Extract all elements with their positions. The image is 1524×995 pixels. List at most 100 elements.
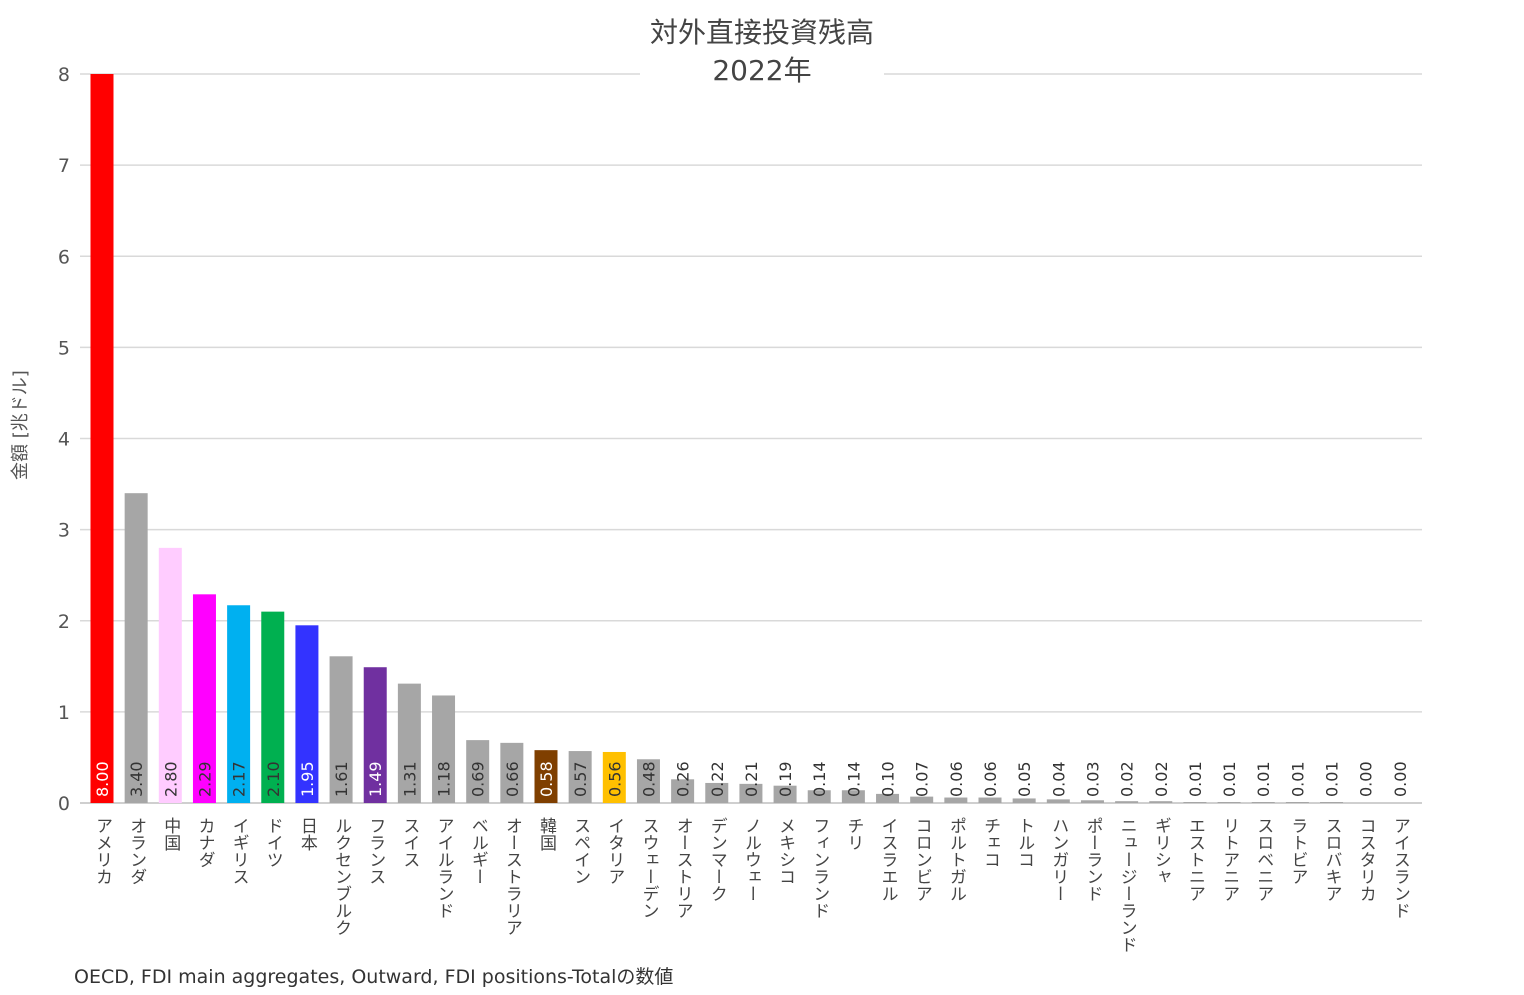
y-axis-ticks: 0 1 2 3 4 5 6 7 8 bbox=[58, 64, 70, 815]
y-tick-label: 3 bbox=[58, 520, 70, 542]
y-tick-label: 4 bbox=[58, 429, 70, 451]
category-label: スロベニア bbox=[1253, 817, 1273, 902]
category-label: コロンビア bbox=[912, 817, 932, 902]
y-tick-label: 0 bbox=[58, 793, 70, 815]
y-tick-label: 6 bbox=[58, 246, 70, 268]
value-label: 1.18 bbox=[435, 761, 454, 797]
bar bbox=[1183, 802, 1207, 803]
category-label: チリ bbox=[843, 817, 863, 851]
category-label: イギリス bbox=[229, 817, 249, 885]
category-label: ルクセンブルク bbox=[331, 817, 351, 936]
bar bbox=[397, 683, 421, 803]
bar bbox=[841, 790, 865, 803]
bar bbox=[1320, 802, 1344, 803]
y-axis-label: 金額 [兆ドル] bbox=[10, 370, 31, 480]
chart-title: 対外直接投資残高 bbox=[649, 16, 874, 49]
bar bbox=[124, 493, 148, 803]
category-label: ベルギー bbox=[468, 817, 488, 885]
value-label: 0.06 bbox=[981, 761, 1000, 797]
value-label: 0.56 bbox=[605, 761, 624, 797]
bar bbox=[1251, 802, 1275, 803]
y-tick-label: 2 bbox=[58, 611, 70, 633]
bar bbox=[876, 793, 900, 803]
category-label: スイス bbox=[399, 817, 419, 868]
bar bbox=[1285, 802, 1309, 803]
bar bbox=[466, 740, 490, 803]
chart-subtitle: 2022年 bbox=[712, 54, 812, 87]
bar bbox=[1115, 801, 1139, 803]
bar bbox=[602, 751, 626, 803]
value-label: 0.07 bbox=[913, 761, 932, 797]
bar bbox=[978, 797, 1002, 803]
bar bbox=[534, 750, 558, 803]
category-label: オーストリア bbox=[673, 817, 693, 919]
bar bbox=[910, 796, 934, 803]
category-label: フランス bbox=[365, 817, 385, 885]
value-label: 0.22 bbox=[708, 761, 727, 797]
bar bbox=[671, 779, 695, 803]
category-label: ポルトガル bbox=[946, 817, 966, 902]
bar bbox=[261, 611, 285, 803]
category-label: カナダ bbox=[194, 817, 214, 868]
value-label: 2.80 bbox=[161, 761, 180, 797]
value-label: 0.04 bbox=[1049, 761, 1068, 797]
value-label: 0.01 bbox=[1288, 761, 1307, 797]
category-label: 中国 bbox=[160, 817, 180, 851]
category-label: ラトビア bbox=[1287, 817, 1307, 885]
value-label: 8.00 bbox=[93, 761, 112, 797]
bar bbox=[1012, 798, 1036, 803]
category-label: ギリシャ bbox=[1151, 817, 1171, 885]
value-label: 0.14 bbox=[810, 761, 829, 797]
category-labels: アメリカ オランダ 中国 カナダ イギリス ドイツ 日本 ルクセンブルク フランス スイス アイルラ… bbox=[92, 817, 1410, 953]
value-label: 0.48 bbox=[639, 761, 658, 797]
y-tick-label: 5 bbox=[58, 337, 70, 359]
category-label: リトアニア bbox=[1219, 817, 1239, 902]
category-label: オランダ bbox=[126, 817, 146, 885]
category-label: ニュージーランド bbox=[1117, 817, 1137, 953]
bar bbox=[1046, 799, 1070, 803]
bar bbox=[500, 742, 524, 803]
value-label: 0.02 bbox=[1118, 761, 1137, 797]
chart-title-box: 対外直接投資残高 2022年 bbox=[640, 14, 884, 90]
value-label: 0.57 bbox=[571, 761, 590, 797]
y-tick-label: 7 bbox=[58, 155, 70, 177]
bar bbox=[90, 74, 114, 803]
category-label: トルコ bbox=[1014, 817, 1034, 868]
bar bbox=[1080, 800, 1104, 803]
category-label: デンマーク bbox=[707, 817, 727, 902]
value-label: 1.31 bbox=[400, 761, 419, 797]
value-label: 2.17 bbox=[230, 761, 249, 797]
category-label: メキシコ bbox=[775, 817, 795, 885]
value-label: 0.66 bbox=[503, 761, 522, 797]
value-label: 0.02 bbox=[1152, 761, 1171, 797]
value-label: 0.10 bbox=[879, 761, 898, 797]
category-label: スウェーデン bbox=[638, 817, 658, 919]
value-label: 0.01 bbox=[1220, 761, 1239, 797]
bar bbox=[636, 759, 660, 803]
value-label: 0.21 bbox=[742, 761, 761, 797]
value-label: 0.69 bbox=[469, 761, 488, 797]
category-label: ノルウェー bbox=[741, 817, 761, 902]
y-tick-label: 1 bbox=[58, 702, 70, 724]
value-label: 0.01 bbox=[1186, 761, 1205, 797]
category-label: イスラエル bbox=[878, 817, 898, 902]
bars bbox=[90, 74, 1344, 803]
value-label: 0.01 bbox=[1254, 761, 1273, 797]
category-label: アメリカ bbox=[92, 817, 112, 885]
value-label: 0.03 bbox=[1083, 761, 1102, 797]
value-label: 1.95 bbox=[298, 761, 317, 797]
y-tick-label: 8 bbox=[58, 64, 70, 86]
bar bbox=[295, 625, 319, 803]
value-label: 0.06 bbox=[947, 761, 966, 797]
bar bbox=[739, 783, 763, 803]
value-label: 2.10 bbox=[264, 761, 283, 797]
category-label: オーストラリア bbox=[502, 817, 522, 936]
value-label: 0.14 bbox=[844, 761, 863, 797]
category-label: アイルランド bbox=[434, 817, 454, 919]
bar bbox=[227, 605, 251, 803]
bar bbox=[432, 695, 456, 803]
category-label: アイスランド bbox=[1390, 817, 1410, 919]
value-label: 0.05 bbox=[1015, 761, 1034, 797]
category-label: 韓国 bbox=[536, 817, 557, 851]
